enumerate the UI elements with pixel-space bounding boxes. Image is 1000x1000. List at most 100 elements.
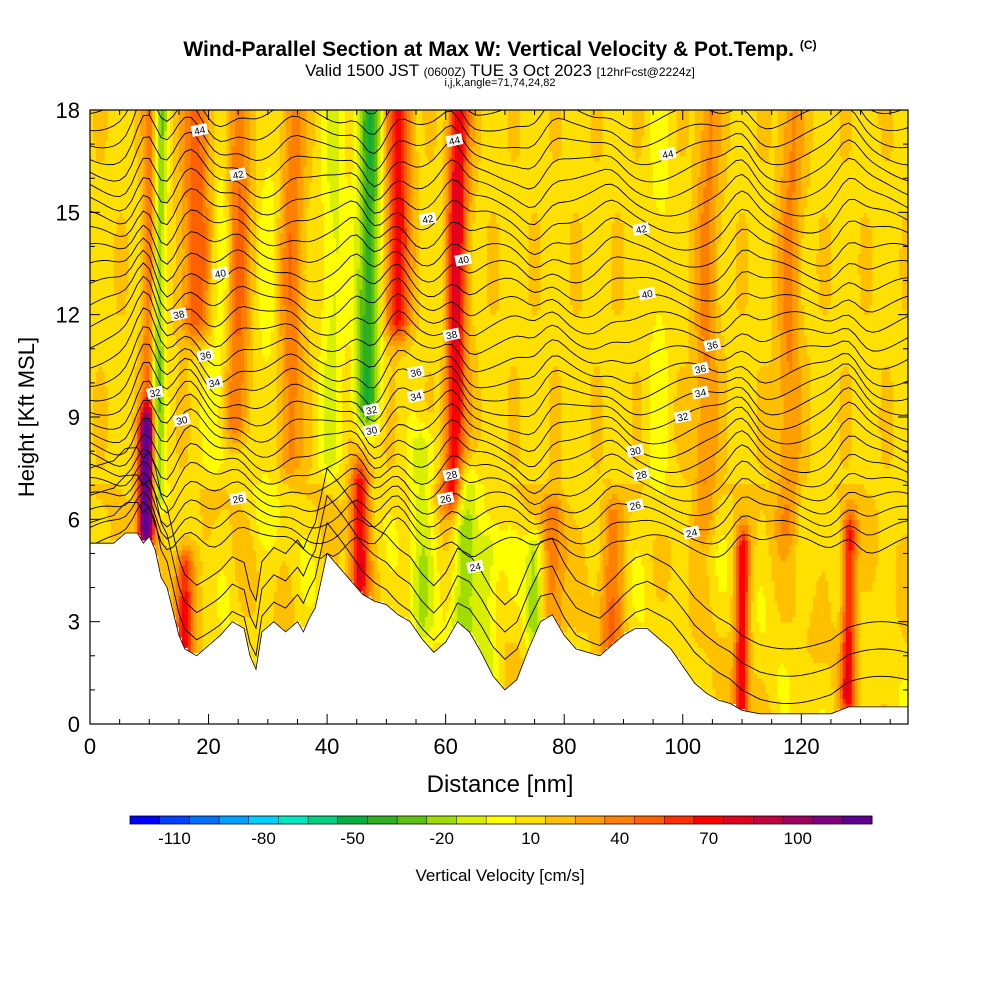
velocity-cell (650, 560, 654, 633)
velocity-cell (368, 166, 373, 413)
velocity-cell (662, 601, 666, 643)
theta-label-text: 30 (629, 445, 643, 458)
theta-label: 32 (146, 385, 165, 401)
velocity-cell (199, 350, 204, 408)
velocity-cell (762, 365, 767, 474)
velocity-cell (860, 309, 865, 485)
velocity-cell (137, 417, 141, 428)
velocity-cell (333, 498, 337, 561)
theta-contour (90, 424, 908, 482)
theta-contour (90, 275, 908, 336)
velocity-cell (181, 565, 186, 597)
velocity-cell (407, 110, 411, 326)
velocity-cell (712, 110, 716, 490)
velocity-cell (460, 452, 465, 464)
velocity-cell (839, 156, 844, 372)
colorbar-swatch (337, 816, 368, 824)
velocity-cell (706, 156, 711, 367)
velocity-cell (896, 110, 900, 546)
velocity-cell (395, 110, 399, 326)
velocity-cell (783, 534, 788, 561)
velocity-cell (190, 550, 195, 561)
velocity-cell (629, 110, 633, 485)
velocity-cell (143, 335, 147, 387)
velocity-cell (570, 110, 574, 224)
velocity-cell (433, 503, 438, 536)
velocity-cell (744, 110, 749, 224)
velocity-cell (427, 110, 432, 162)
velocity-cell (709, 196, 713, 520)
velocity-cell (199, 575, 204, 587)
velocity-cell (833, 110, 838, 485)
velocity-cell (98, 468, 103, 485)
velocity-cell (564, 570, 568, 633)
velocity-cell (507, 376, 512, 459)
colorbar-swatch (693, 816, 725, 824)
velocity-cell (457, 488, 462, 500)
velocity-cell (122, 314, 127, 495)
velocity-cell (742, 514, 746, 526)
velocity-cell (694, 642, 699, 684)
theta-contour (90, 447, 908, 650)
velocity-cell (608, 601, 613, 648)
velocity-cell (140, 406, 144, 413)
velocity-cell (519, 657, 524, 669)
velocity-cell (371, 442, 376, 469)
velocity-cell (445, 503, 450, 515)
velocity-cell (282, 560, 287, 633)
velocity-cell (321, 473, 325, 490)
velocity-cell (510, 596, 515, 643)
velocity-cell (736, 534, 740, 546)
velocity-cell (899, 539, 903, 628)
velocity-cell (413, 560, 417, 618)
velocity-cell (641, 483, 645, 490)
velocity-cell (664, 350, 669, 469)
colorbar-tick-label: 10 (521, 829, 540, 848)
velocity-cell (522, 534, 527, 638)
velocity-cell (371, 110, 376, 203)
velocity-cell (765, 110, 770, 162)
velocity-cell (842, 642, 847, 679)
velocity-cell (208, 488, 213, 536)
velocity-cell (866, 217, 871, 316)
x-tick-label: 0 (84, 734, 96, 759)
velocity-cell (175, 621, 180, 628)
velocity-cell (724, 110, 728, 188)
velocity-cell (140, 427, 144, 459)
velocity-cell (635, 483, 639, 505)
chart-subtitle: Valid 1500 JST (0600Z) TUE 3 Oct 2023 [1… (0, 61, 1000, 81)
velocity-cell (261, 544, 266, 633)
velocity-cell (902, 110, 906, 219)
velocity-cell (581, 544, 586, 633)
theta-contour (90, 131, 908, 190)
velocity-cell (356, 110, 361, 270)
velocity-cell (590, 596, 595, 653)
velocity-cell (291, 596, 296, 628)
velocity-cell (540, 503, 545, 526)
velocity-cell (819, 708, 823, 715)
velocity-cell (614, 493, 619, 510)
velocity-cell (460, 509, 465, 526)
velocity-cell (454, 585, 459, 623)
velocity-cell (650, 110, 654, 162)
theta-label: 36 (691, 361, 710, 377)
velocity-cell (101, 110, 106, 162)
velocity-cell (756, 463, 761, 485)
velocity-cell (469, 514, 473, 597)
theta-label-bg (454, 252, 473, 267)
velocity-cell (404, 324, 408, 336)
velocity-cell (466, 483, 470, 510)
velocity-cell (543, 483, 548, 495)
velocity-cell (146, 396, 150, 403)
velocity-cell (395, 330, 399, 336)
velocity-cell (208, 110, 213, 203)
velocity-cell (413, 110, 417, 244)
velocity-cell (175, 452, 180, 546)
velocity-cell (478, 110, 482, 162)
velocity-cell (638, 498, 642, 556)
velocity-cell (223, 575, 227, 633)
velocity-cell (448, 473, 453, 495)
velocity-cell (211, 345, 216, 474)
velocity-cell (635, 503, 639, 551)
colorbar-tick-label: 100 (784, 829, 812, 848)
